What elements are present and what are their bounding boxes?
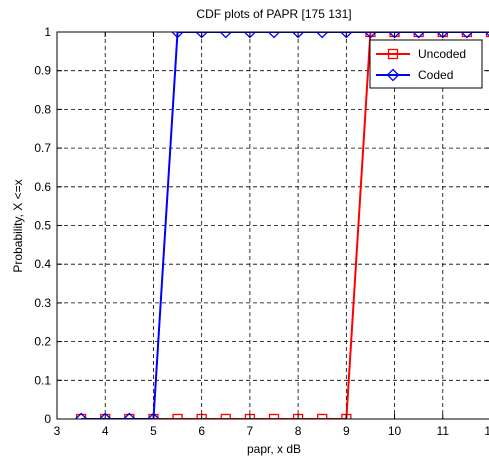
y-tick-label: 0.2 [34,335,51,349]
legend-label-uncoded: Uncoded [418,47,466,61]
x-axis-label: papr, x dB [247,442,301,456]
y-tick-label: 0.8 [34,102,51,116]
x-tick-label: 9 [343,424,350,438]
x-tick-label: 5 [150,424,157,438]
y-tick-label: 0.9 [34,64,51,78]
chart-title: CDF plots of PAPR [175 131] [196,7,351,21]
x-tick-label: 8 [295,424,302,438]
y-tick-label: 0.4 [34,257,51,271]
y-tick-label: 0.3 [34,296,51,310]
x-tick-label: 10 [388,424,402,438]
x-tick-label: 12 [484,424,489,438]
legend-label-coded: Coded [418,68,453,82]
y-tick-label: 0.7 [34,141,51,155]
x-tick-label: 11 [437,424,450,438]
y-tick-label: 0.5 [34,219,51,233]
x-tick-label: 7 [247,424,254,438]
x-tick-label: 6 [198,424,205,438]
legend: Uncoded Coded [370,40,482,88]
y-tick-label: 0.1 [34,373,51,387]
y-axis-label: Probability, X <=x [11,179,25,272]
y-tick-label: 1 [44,25,51,39]
x-tick-label: 3 [54,424,61,438]
y-tick-label: 0 [44,412,51,426]
y-tick-label: 0.6 [34,180,51,194]
x-tick-label: 4 [102,424,109,438]
